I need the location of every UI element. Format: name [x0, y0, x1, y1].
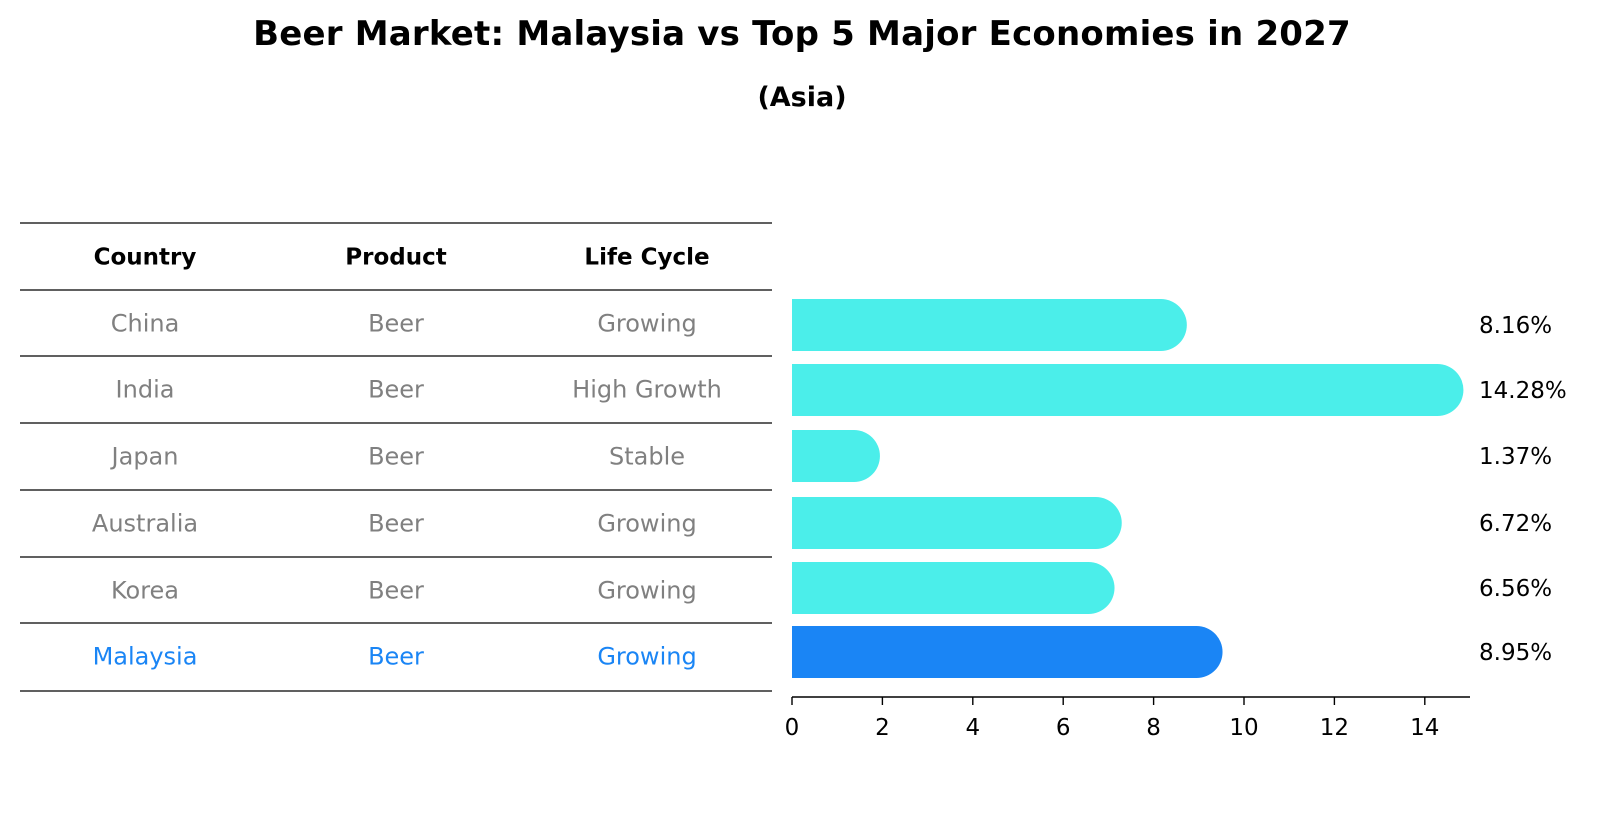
- data-table: Country Product Life Cycle China Beer Growing…: [20, 222, 772, 692]
- chart-title: Beer Market: Malaysia vs Top 5 Major Eco…: [253, 14, 1351, 54]
- table-cell: Beer: [368, 310, 424, 338]
- value-label: 6.56%: [1479, 576, 1552, 602]
- table-cell: Beer: [368, 443, 424, 471]
- x-tick-label: 0: [785, 715, 800, 741]
- bar-australia: [792, 497, 1122, 549]
- value-label: 14.28%: [1479, 378, 1567, 404]
- table-cell: Beer: [368, 643, 424, 671]
- table-cell: Growing: [597, 310, 696, 338]
- table-cell: China: [111, 310, 180, 338]
- x-tick-label: 10: [1229, 715, 1258, 741]
- bar-korea: [792, 562, 1115, 614]
- value-label: 8.16%: [1479, 313, 1552, 339]
- value-label: 1.37%: [1479, 444, 1552, 470]
- bar-india: [792, 364, 1464, 416]
- table-cell: Australia: [92, 510, 198, 538]
- table-cell: Growing: [597, 510, 696, 538]
- x-tick-label: 6: [1056, 715, 1071, 741]
- table-cell: Malaysia: [93, 643, 198, 671]
- x-tick-label: 8: [1146, 715, 1161, 741]
- x-tick-label: 4: [965, 715, 980, 741]
- bar-chart: 8.16% 14.28% 1.37% 6.72% 6.56% 8.95% 0 2 4 6 8 10 12…: [785, 299, 1567, 741]
- table-cell: Korea: [111, 577, 179, 605]
- bar-japan: [792, 430, 880, 482]
- bar-china: [792, 299, 1187, 351]
- value-label: 8.95%: [1479, 640, 1552, 666]
- value-label: 6.72%: [1479, 511, 1552, 537]
- table-header-cell: Country: [94, 245, 197, 271]
- x-tick-label: 14: [1410, 715, 1439, 741]
- chart-subtitle: (Asia): [757, 82, 847, 113]
- table-cell: Beer: [368, 376, 424, 404]
- table-cell: Beer: [368, 510, 424, 538]
- table-cell: Beer: [368, 577, 424, 605]
- table-header-cell: Life Cycle: [584, 245, 709, 271]
- table-cell: Stable: [609, 443, 685, 471]
- table-cell: Growing: [597, 577, 696, 605]
- table-header-cell: Product: [345, 245, 446, 271]
- table-cell: High Growth: [572, 376, 722, 404]
- table-cell: Japan: [110, 443, 179, 471]
- bar-malaysia: [792, 626, 1223, 678]
- x-tick-label: 2: [875, 715, 890, 741]
- table-cell: India: [116, 376, 175, 404]
- table-cell: Growing: [597, 643, 696, 671]
- x-tick-label: 12: [1320, 715, 1349, 741]
